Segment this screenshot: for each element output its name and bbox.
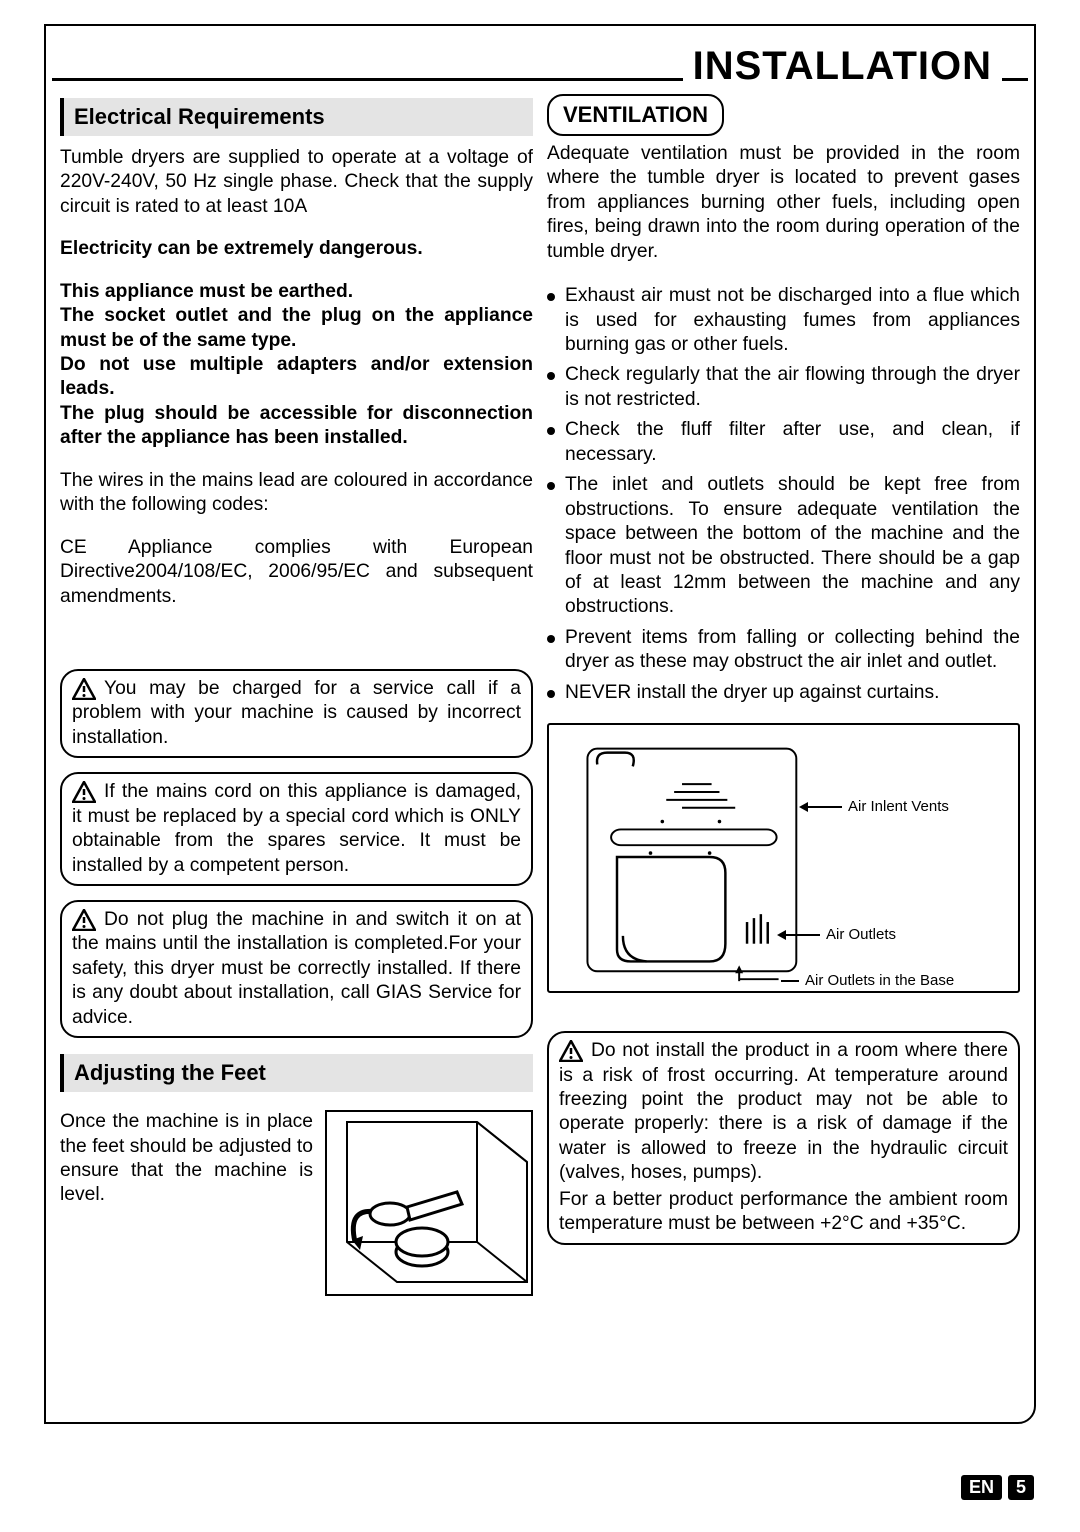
feet-diagram: [325, 1110, 533, 1296]
warning-icon: [72, 909, 96, 931]
warning-icon: [72, 781, 96, 803]
warning-icon: [559, 1040, 583, 1062]
warning-frost: Do not install the product in a room whe…: [547, 1031, 1020, 1245]
warning-text: Do not plug the machine in and switch it…: [72, 909, 521, 1028]
label-text: Air Outlets in the Base: [805, 971, 954, 990]
list-item: Check regularly that the air flowing thr…: [547, 363, 1020, 412]
para-earthed: This appliance must be earthed.: [60, 280, 533, 304]
columns: Electrical Requirements Tumble dryers ar…: [60, 92, 1020, 1412]
section-header-feet: Adjusting the Feet: [60, 1054, 533, 1092]
ventilation-list: Exhaust air must not be discharged into …: [547, 278, 1020, 705]
footer-page: 5: [1008, 1475, 1034, 1500]
warning-mains-cord: If the mains cord on this appliance is d…: [60, 772, 533, 886]
section-header-electrical: Electrical Requirements: [60, 98, 533, 136]
ventilation-diagram: Air Inlent Vents Air Outlets Air Outlets…: [547, 723, 1020, 993]
label-outlets-base: Air Outlets in the Base: [781, 971, 954, 990]
right-column: VENTILATION Adequate ventilation must be…: [547, 92, 1020, 1412]
label-text: Air Inlent Vents: [848, 797, 949, 816]
para-wires: The wires in the mains lead are coloured…: [60, 469, 533, 518]
label-outlets: Air Outlets: [777, 925, 896, 944]
label-text: Air Outlets: [826, 925, 896, 944]
footer-lang: EN: [961, 1475, 1002, 1500]
list-item: The inlet and outlets should be kept fre…: [547, 473, 1020, 620]
list-item: NEVER install the dryer up against curta…: [547, 681, 1020, 705]
para-adapters: Do not use multiple adapters and/or exte…: [60, 353, 533, 402]
left-column: Electrical Requirements Tumble dryers ar…: [60, 92, 533, 1412]
page-title: INSTALLATION: [683, 44, 1002, 89]
warning-text: If the mains cord on this appliance is d…: [72, 781, 521, 875]
label-inlet: Air Inlent Vents: [799, 797, 949, 816]
list-item: Prevent items from falling or collecting…: [547, 626, 1020, 675]
section-header-ventilation-wrap: VENTILATION: [547, 92, 1020, 136]
para-ventilation: Adequate ventilation must be provided in…: [547, 142, 1020, 264]
section-header-ventilation: VENTILATION: [547, 94, 724, 136]
feet-row: Once the machine is in place the feet sh…: [60, 1110, 533, 1296]
para-supply: Tumble dryers are supplied to operate at…: [60, 146, 533, 219]
page-footer: EN 5: [961, 1475, 1034, 1500]
diagram-svg: [549, 725, 1018, 991]
para-socket: The socket outlet and the plug on the ap…: [60, 304, 533, 353]
warning-service-call: You may be charged for a service call if…: [60, 669, 533, 758]
warning-text: You may be charged for a service call if…: [72, 678, 521, 748]
para-plug: The plug should be accessible for discon…: [60, 402, 533, 451]
para-danger: Electricity can be extremely dangerous.: [60, 237, 533, 261]
warning-install: Do not plug the machine in and switch it…: [60, 900, 533, 1038]
para-ce: CE Appliance complies with European Dire…: [60, 536, 533, 609]
warning-icon: [72, 678, 96, 700]
list-item: Check the fluff filter after use, and cl…: [547, 418, 1020, 467]
page-frame: INSTALLATION Electrical Requirements Tum…: [44, 24, 1036, 1424]
warning-text: Do not install the product in a room whe…: [559, 1040, 1008, 1183]
feet-text: Once the machine is in place the feet sh…: [60, 1110, 313, 1208]
warning-text-2: For a better product performance the amb…: [559, 1188, 1008, 1237]
list-item: Exhaust air must not be discharged into …: [547, 284, 1020, 357]
